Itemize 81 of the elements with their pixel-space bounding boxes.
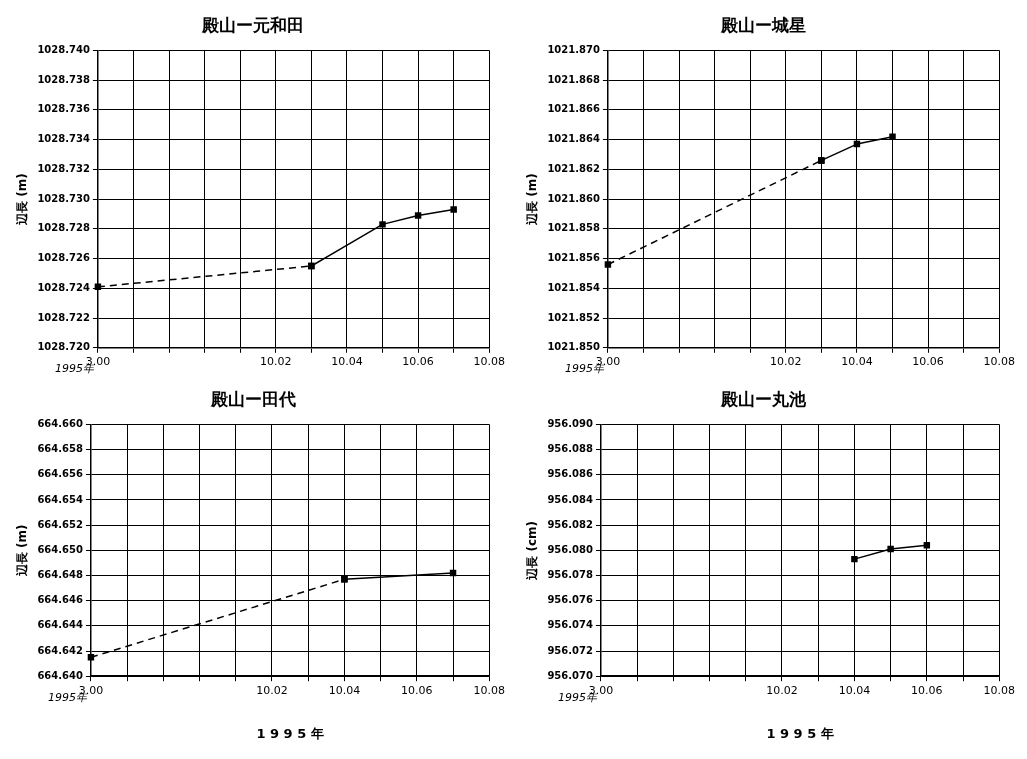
y-tick-label: 664.656 (37, 468, 83, 480)
y-tick-label: 664.654 (37, 493, 83, 505)
x-tick-label: 10.06 (912, 355, 944, 369)
x-axis-title: 1 9 9 5 年 (766, 725, 834, 741)
point (379, 221, 386, 228)
y-tick-label: 1021.860 (547, 192, 600, 204)
y-tick-label: 1028.734 (37, 133, 90, 145)
x-tick-label: 10.02 (770, 355, 802, 369)
y-tick-label: 664.640 (37, 669, 83, 681)
y-tick-label: 664.652 (37, 518, 83, 530)
x-tick-label: 10.02 (256, 683, 288, 697)
y-tick-label: 1028.720 (37, 341, 90, 353)
y-tick-label: 1021.850 (547, 341, 600, 353)
y-tick-label: 1028.732 (37, 162, 90, 174)
y-tick-label: 1021.852 (547, 311, 600, 323)
point (818, 157, 825, 164)
x-tick-label: 10.04 (331, 355, 363, 369)
x-axis-title: 1 9 9 5 年 (256, 725, 324, 741)
y-tick-label: 956.080 (547, 543, 593, 555)
y-tick-label: 956.082 (547, 518, 593, 530)
point (923, 542, 931, 549)
x-tick-label: 10.02 (260, 355, 292, 369)
y-tick-label: 664.650 (37, 543, 83, 555)
point (449, 569, 457, 577)
y-tick-label: 1021.866 (547, 103, 600, 115)
chart-title: 殿山ー田代 (209, 388, 296, 409)
y-tick-label: 956.072 (547, 644, 593, 656)
y-tick-label: 956.074 (547, 619, 593, 631)
y-tick-label: 956.070 (547, 669, 593, 681)
y-axis-title: 辺長 (cm) (525, 520, 540, 581)
y-tick-label: 1021.868 (547, 73, 600, 85)
y-tick-label: 1028.722 (37, 311, 90, 323)
y-tick-label: 1028.728 (37, 222, 90, 234)
y-tick-label: 664.658 (37, 443, 83, 455)
y-tick-label: 956.090 (547, 417, 593, 429)
y-tick-label: 1021.854 (547, 281, 600, 293)
y-tick-label: 956.078 (547, 569, 593, 581)
y-tick-label: 1028.736 (37, 103, 90, 115)
x-tick-label: 10.08 (473, 683, 505, 697)
y-tick-label: 1028.730 (37, 192, 90, 204)
y-tick-label: 1028.740 (37, 43, 90, 55)
x-tick-label: 10.06 (911, 683, 943, 697)
y-tick-label: 664.648 (37, 569, 83, 581)
y-tick-label: 1028.726 (37, 252, 90, 264)
y-tick-label: 956.076 (547, 594, 593, 606)
x-tick-label: 10.04 (838, 683, 871, 697)
point (414, 212, 422, 219)
y-tick-label: 664.644 (37, 619, 83, 631)
x-tick-label: 10.06 (401, 683, 433, 697)
y-tick-label: 664.642 (37, 644, 83, 656)
x-tick-label: 10.06 (402, 355, 434, 369)
x-tick-label: 10.08 (983, 355, 1015, 369)
y-tick-label: 956.086 (547, 468, 593, 480)
y-tick-label: 1021.864 (547, 133, 600, 145)
x-tick-label: 10.04 (841, 355, 873, 369)
point (851, 555, 858, 563)
y-tick-label: 956.084 (547, 493, 593, 505)
y-axis-title: 辺長 (m) (15, 524, 30, 578)
chart-title: 殿山ー元和田 (201, 14, 304, 35)
y-axis-title: 辺長 (m) (525, 173, 540, 226)
y-tick-label: 1021.870 (547, 43, 600, 55)
point (308, 262, 315, 270)
y-tick-label: 1021.858 (547, 222, 600, 234)
point (853, 140, 861, 148)
y-tick-label: 1028.738 (37, 73, 90, 85)
x-tick-label: 10.02 (766, 683, 798, 697)
y-tick-label: 956.088 (547, 443, 593, 455)
y-axis-title: 辺長 (m) (15, 173, 30, 226)
point (450, 206, 457, 213)
y-tick-label: 1021.862 (547, 162, 600, 174)
x-tick-label: 10.04 (328, 683, 361, 697)
point (887, 545, 894, 553)
y-tick-label: 664.646 (37, 594, 83, 606)
chart-title: 殿山ー丸池 (719, 388, 807, 409)
x-tick-label: 10.08 (983, 683, 1015, 697)
x-tick-label: 10.08 (473, 355, 505, 369)
y-tick-label: 664.660 (37, 417, 83, 429)
y-tick-label: 1028.724 (37, 281, 90, 293)
chart-title: 殿山ー城星 (719, 14, 806, 35)
point (889, 133, 896, 140)
y-tick-label: 1021.856 (547, 252, 600, 264)
